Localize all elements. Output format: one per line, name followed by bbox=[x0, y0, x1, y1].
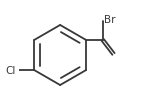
Text: Br: Br bbox=[104, 15, 116, 25]
Text: Cl: Cl bbox=[6, 66, 16, 76]
